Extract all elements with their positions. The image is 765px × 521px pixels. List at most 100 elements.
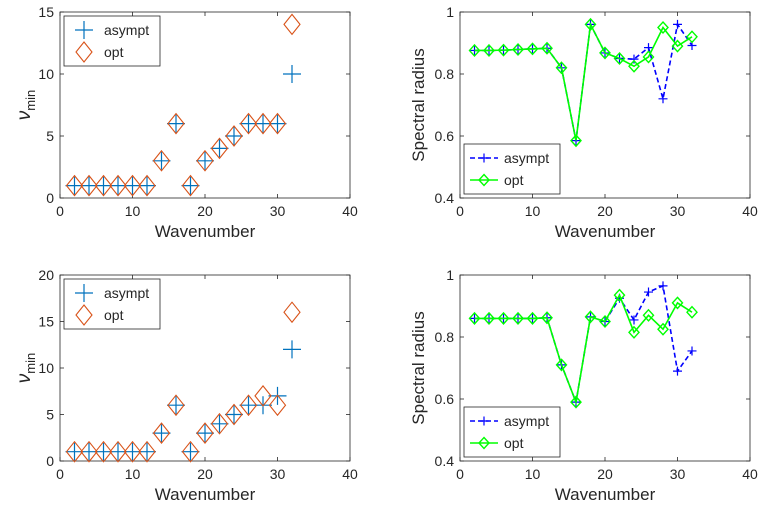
data-point bbox=[152, 149, 171, 172]
y-tick-label: 20 bbox=[38, 267, 54, 283]
x-tick-label: 10 bbox=[525, 466, 541, 482]
data-point bbox=[210, 137, 229, 160]
legend-label-opt: opt bbox=[104, 44, 124, 60]
y-axis-label-main: ν bbox=[14, 110, 35, 120]
data-point bbox=[526, 42, 539, 56]
x-tick-label: 20 bbox=[197, 466, 213, 482]
data-point bbox=[94, 440, 113, 463]
x-tick-label: 10 bbox=[525, 203, 541, 219]
x-axis-label: Wavenumber bbox=[555, 222, 656, 241]
data-point bbox=[658, 94, 668, 104]
data-point bbox=[570, 134, 582, 148]
y-axis-label: Spectral radius bbox=[409, 48, 428, 161]
x-tick-label: 40 bbox=[742, 466, 758, 482]
y-tick-label: 0.8 bbox=[435, 66, 455, 82]
data-point bbox=[152, 424, 171, 443]
legend: asympt opt bbox=[63, 15, 161, 67]
legend-label-opt: opt bbox=[504, 435, 524, 451]
data-point bbox=[254, 385, 272, 407]
data-point bbox=[123, 440, 142, 463]
data-point bbox=[196, 422, 214, 444]
legend: asympt opt bbox=[463, 143, 561, 195]
y-tick-label: 0.4 bbox=[435, 453, 455, 469]
y-tick-label: 0.4 bbox=[435, 190, 455, 206]
legend-marker-asympt bbox=[479, 416, 489, 426]
legend-box bbox=[463, 143, 561, 195]
data-point bbox=[181, 442, 200, 461]
data-point bbox=[686, 305, 698, 319]
data-point bbox=[283, 65, 301, 83]
data-point bbox=[167, 396, 185, 415]
y-axis-label: Spectral radius bbox=[409, 311, 428, 424]
data-point bbox=[80, 440, 98, 463]
data-point bbox=[613, 288, 626, 302]
data-point bbox=[65, 174, 84, 197]
y-axis-label: νmin bbox=[14, 353, 38, 383]
data-point bbox=[138, 174, 156, 197]
data-point bbox=[512, 42, 524, 57]
data-point bbox=[138, 440, 156, 463]
x-tick-label: 10 bbox=[125, 203, 141, 219]
legend-label-asympt: asympt bbox=[104, 285, 149, 301]
legend-marker-opt bbox=[478, 173, 490, 187]
data-point bbox=[225, 403, 243, 426]
data-point bbox=[65, 440, 84, 463]
x-axis-label: Wavenumber bbox=[155, 222, 256, 241]
data-point bbox=[642, 50, 655, 64]
x-tick-label: 20 bbox=[197, 203, 213, 219]
x-tick-label: 0 bbox=[56, 203, 64, 219]
data-point bbox=[599, 314, 611, 329]
data-point bbox=[642, 308, 655, 322]
data-point bbox=[196, 151, 214, 170]
data-point bbox=[283, 340, 301, 359]
data-point bbox=[599, 46, 611, 60]
y-tick-label: 15 bbox=[38, 314, 54, 330]
legend-marker-asympt bbox=[75, 21, 93, 39]
series-opt bbox=[65, 301, 301, 463]
data-point bbox=[268, 112, 287, 135]
data-point bbox=[483, 311, 495, 325]
data-point bbox=[80, 174, 98, 197]
legend: asympt opt bbox=[63, 278, 161, 330]
chart-top-left: 0 10 20 30 40 0 5 10 15 Wavenumber νmin asympt opt bbox=[14, 4, 358, 241]
y-axis-label-sub: min bbox=[23, 90, 38, 111]
chart-bottom-left: 0 10 20 30 40 0 5 10 15 20 Wavenumber νmin asympt opt bbox=[14, 267, 358, 504]
x-axis-label: Wavenumber bbox=[155, 485, 256, 504]
data-point bbox=[673, 19, 682, 29]
y-tick-label: 5 bbox=[46, 407, 54, 423]
y-tick-label: 0.6 bbox=[435, 128, 455, 144]
series-line-opt bbox=[474, 21, 693, 141]
x-tick-label: 30 bbox=[270, 466, 286, 482]
legend-marker-opt bbox=[75, 41, 93, 63]
data-point bbox=[671, 296, 684, 310]
legend-label-asympt: asympt bbox=[504, 413, 549, 429]
data-point bbox=[657, 20, 669, 35]
legend-label-opt: opt bbox=[504, 172, 524, 188]
legend: asympt opt bbox=[463, 406, 561, 458]
data-point bbox=[109, 174, 127, 197]
y-axis-label-sub: min bbox=[23, 353, 38, 374]
x-tick-label: 0 bbox=[456, 466, 464, 482]
data-point bbox=[584, 17, 597, 31]
data-point bbox=[671, 39, 684, 53]
x-tick-label: 30 bbox=[670, 466, 686, 482]
data-point bbox=[239, 112, 258, 135]
y-tick-label: 0.6 bbox=[435, 391, 455, 407]
legend-label-opt: opt bbox=[104, 307, 124, 323]
data-point bbox=[181, 174, 200, 197]
data-point bbox=[468, 43, 481, 57]
x-tick-label: 0 bbox=[456, 203, 464, 219]
data-point bbox=[225, 405, 243, 424]
legend-marker-asympt bbox=[75, 284, 93, 302]
data-point bbox=[225, 125, 243, 147]
x-tick-label: 30 bbox=[270, 203, 286, 219]
x-tick-label: 10 bbox=[125, 466, 141, 482]
data-point bbox=[483, 43, 495, 57]
data-point bbox=[686, 30, 698, 44]
y-tick-label: 10 bbox=[38, 66, 54, 82]
y-tick-label: 1 bbox=[446, 4, 454, 20]
x-tick-label: 0 bbox=[56, 466, 64, 482]
series-line-opt bbox=[474, 293, 693, 406]
legend-marker-opt bbox=[478, 436, 490, 450]
